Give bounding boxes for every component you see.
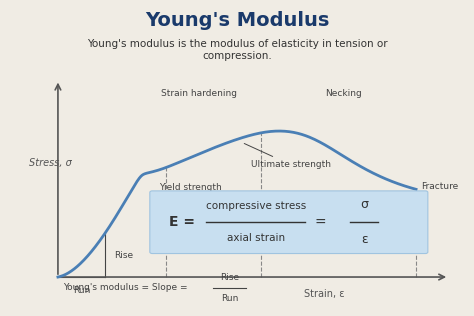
Text: Young's modulus = Slope =: Young's modulus = Slope = xyxy=(63,283,190,293)
Text: Stress, σ: Stress, σ xyxy=(29,158,72,168)
Text: Ultimate strength: Ultimate strength xyxy=(244,143,331,169)
Text: axial strain: axial strain xyxy=(227,233,285,243)
Text: Fracture: Fracture xyxy=(421,182,458,191)
Text: compressive stress: compressive stress xyxy=(206,201,306,211)
FancyBboxPatch shape xyxy=(150,191,428,253)
Text: Strain hardening: Strain hardening xyxy=(161,89,237,98)
Text: =: = xyxy=(315,215,331,229)
Text: Necking: Necking xyxy=(325,89,361,98)
Text: Run: Run xyxy=(73,286,90,295)
Text: Strain, ε: Strain, ε xyxy=(304,289,345,299)
Text: Young's modulus is the modulus of elasticity in tension or
compression.: Young's modulus is the modulus of elasti… xyxy=(87,39,387,61)
Text: Young's Modulus: Young's Modulus xyxy=(145,11,329,30)
Text: E =: E = xyxy=(169,215,200,229)
Text: Rise: Rise xyxy=(115,251,134,260)
Text: ε: ε xyxy=(361,233,367,246)
Text: Run: Run xyxy=(221,294,238,303)
Text: Yield strength: Yield strength xyxy=(159,183,222,192)
Text: σ: σ xyxy=(360,198,368,211)
Text: Rise: Rise xyxy=(220,273,239,282)
